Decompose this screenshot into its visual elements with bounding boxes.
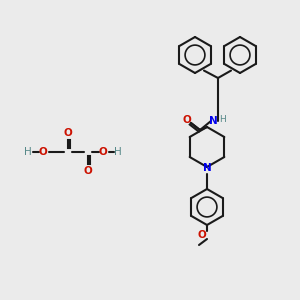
Text: O: O [84,166,92,176]
Text: O: O [39,147,47,157]
Text: N: N [208,116,217,126]
Text: H: H [24,147,32,157]
Text: H: H [114,147,122,157]
Text: O: O [198,230,206,240]
Text: H: H [220,116,226,124]
Text: O: O [99,147,107,157]
Text: O: O [183,115,191,125]
Text: N: N [202,163,211,173]
Text: O: O [64,128,72,138]
